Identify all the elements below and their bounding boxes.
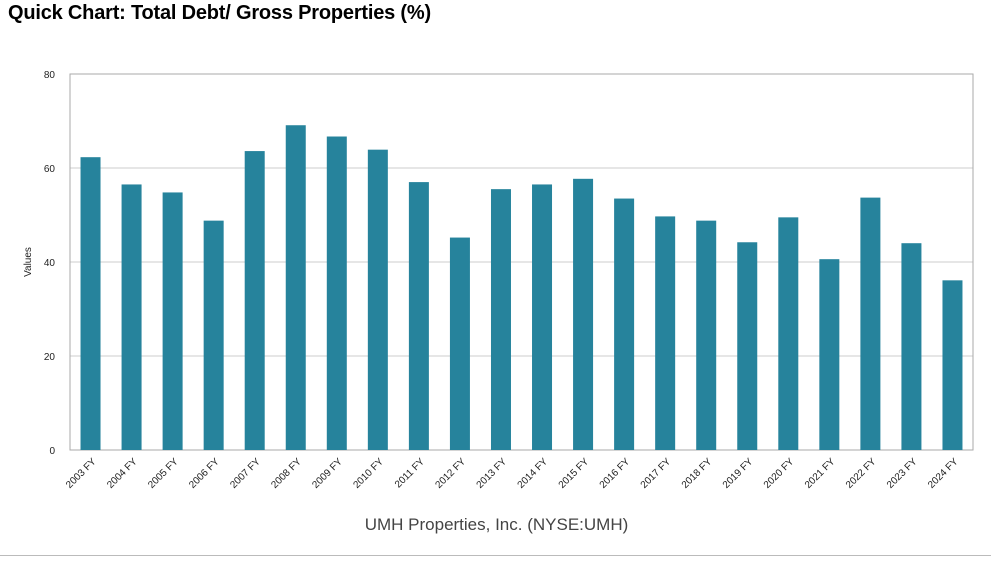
bar-2012-fy: [449, 237, 470, 450]
x-tick-label: 2020 FY: [762, 456, 797, 491]
x-tick-label: 2009 FY: [310, 456, 345, 491]
divider: [0, 555, 991, 556]
x-tick-label: 2021 FY: [803, 456, 838, 491]
y-tick-label: 60: [44, 164, 56, 175]
y-tick-labels: 0 20 40 60 80: [44, 70, 56, 457]
bar-2018-fy: [696, 220, 717, 450]
bar-2005-fy: [162, 192, 183, 450]
x-tick-labels: 2003 FY 2004 FY 2005 FY 2006 FY 2007 FY 2008 …: [64, 456, 961, 491]
x-tick-label: 2004 FY: [105, 456, 140, 491]
x-tick-label: 2003 FY: [64, 456, 99, 491]
y-tick-label: 20: [44, 352, 56, 363]
bar-2007-fy: [244, 151, 265, 450]
bar-2003-fy: [80, 157, 101, 450]
x-tick-label: 2006 FY: [187, 456, 222, 491]
bar-2015-fy: [573, 178, 594, 450]
x-tick-label: 2012 FY: [434, 456, 469, 491]
x-tick-label: 2010 FY: [351, 456, 386, 491]
bar-2009-fy: [326, 136, 347, 450]
bar-2013-fy: [490, 189, 511, 450]
bar-2021-fy: [819, 259, 840, 450]
bar-2011-fy: [408, 182, 429, 450]
bar-2014-fy: [532, 184, 553, 450]
x-tick-label: 2019 FY: [721, 456, 756, 491]
bar-2010-fy: [367, 149, 388, 451]
x-tick-label: 2013 FY: [475, 456, 510, 491]
bar-2020-fy: [778, 217, 799, 450]
bar-2016-fy: [614, 198, 635, 450]
y-axis-label: Values: [23, 247, 34, 277]
bar-2023-fy: [901, 243, 922, 450]
y-tick-label: 0: [49, 446, 55, 457]
bar-2004-fy: [121, 184, 142, 450]
y-tick-label: 80: [44, 70, 56, 81]
x-tick-label: 2011 FY: [393, 456, 427, 490]
x-tick-label: 2016 FY: [598, 456, 633, 491]
x-tick-label: 2022 FY: [844, 456, 879, 491]
plot-area: [69, 73, 974, 451]
x-tick-label: 2005 FY: [146, 456, 181, 491]
chart-title: Quick Chart: Total Debt/ Gross Propertie…: [8, 2, 431, 24]
x-tick-label: 2008 FY: [269, 456, 304, 491]
x-tick-label: 2014 FY: [516, 456, 551, 491]
bar-2008-fy: [285, 125, 306, 450]
x-tick-label: 2023 FY: [885, 456, 920, 491]
x-tick-label: 2018 FY: [680, 456, 715, 491]
bar-2017-fy: [655, 216, 676, 450]
bars: [80, 125, 963, 451]
x-tick-label: 2007 FY: [228, 456, 263, 491]
bar-2022-fy: [860, 197, 881, 450]
bar-2024-fy: [942, 280, 963, 450]
x-tick-label: 2024 FY: [926, 456, 961, 491]
x-tick-label: 2017 FY: [639, 456, 674, 491]
y-tick-label: 40: [44, 258, 56, 269]
x-tick-label: 2015 FY: [557, 456, 592, 491]
x-axis-label: UMH Properties, Inc. (NYSE:UMH): [365, 515, 629, 534]
bar-2006-fy: [203, 220, 224, 450]
bar-2019-fy: [737, 242, 758, 450]
